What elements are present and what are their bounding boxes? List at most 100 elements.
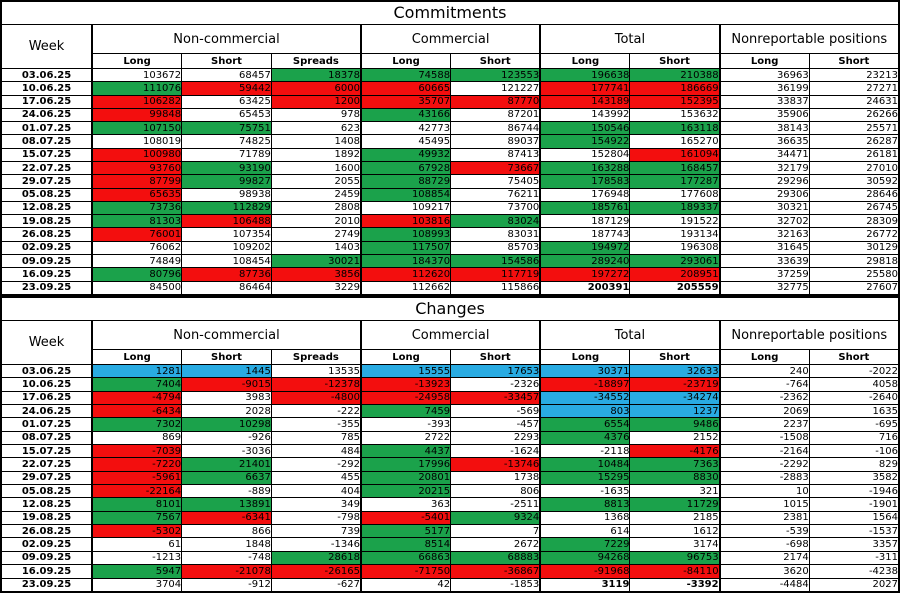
- table-row: 05.08.25 -22164 -889 404 20215 806 -1635 321 10-…: [0, 484, 900, 499]
- table-row: 16.09.25 5947 -21078 -26165 -71750 -36867 -919…: [0, 564, 900, 579]
- value-cell: 28646: [808, 187, 900, 202]
- value-cell: 80796: [91, 267, 183, 282]
- value-cell: 32179: [718, 160, 810, 176]
- value-cell: 74588: [359, 67, 452, 83]
- value-cell: -71750: [359, 564, 452, 579]
- value-cell: 73667: [450, 160, 541, 176]
- value-cell: 43166: [359, 107, 452, 123]
- value-cell: -36867: [450, 564, 541, 579]
- value-cell: 2055: [270, 174, 362, 189]
- value-cell: 404: [270, 484, 362, 499]
- value-cell: 7302: [91, 417, 183, 432]
- value-cell: 65453: [181, 107, 272, 123]
- value-cell: 189337: [629, 200, 721, 216]
- value-cell: 1738: [450, 470, 541, 486]
- value-cell: 1281: [91, 363, 183, 379]
- value-cell: 30321: [718, 200, 810, 216]
- table-row: 23.09.25 3704 -912 -627 42 -1853 3119 -3392 -448…: [0, 577, 900, 593]
- table-row: 03.06.25 103672 68457 18378 74588 123553 19663…: [0, 67, 900, 83]
- value-cell: -1346: [270, 537, 362, 552]
- value-cell: -12378: [270, 377, 362, 392]
- value-cell: 60665: [359, 81, 452, 96]
- value-cell: 26745: [808, 200, 900, 216]
- value-cell: -1635: [539, 484, 631, 499]
- value-cell: 71789: [181, 147, 272, 162]
- value-cell: 7459: [359, 404, 452, 419]
- value-cell: -3392: [629, 577, 721, 593]
- table-row: 24.06.25 99848 65453 978 43166 87201 143992 153…: [0, 107, 900, 123]
- value-cell: 17653: [450, 363, 541, 379]
- value-cell: 163118: [629, 121, 721, 136]
- value-cell: 6554: [539, 417, 631, 432]
- value-cell: 4376: [539, 430, 631, 446]
- value-cell: 2237: [718, 417, 810, 432]
- table-row: 22.07.25 93760 93190 1600 67928 73667 163288 16…: [0, 160, 900, 176]
- table-row: 01.07.25 7302 10298 -355 -393 -457 6554 9486 223…: [0, 417, 900, 432]
- value-cell: -4794: [91, 390, 183, 406]
- value-cell: 177287: [629, 174, 721, 189]
- value-cell: 42773: [359, 121, 452, 136]
- value-cell: 1015: [718, 497, 810, 512]
- table-row: 03.06.25 1281 1445 13535 15555 17653 30371 3263…: [0, 363, 900, 379]
- week-cell: 15.07.25: [0, 444, 93, 459]
- value-cell: 7567: [91, 510, 183, 526]
- value-cell: -1508: [718, 430, 810, 446]
- value-cell: 98938: [181, 187, 272, 202]
- value-cell: 152804: [539, 147, 631, 162]
- value-cell: -1624: [450, 444, 541, 459]
- value-cell: 30371: [539, 363, 631, 379]
- value-cell: 35906: [718, 107, 810, 123]
- table-row: 26.08.25 -5302 866 739 5177 7 614 1612 -539 -1537: [0, 524, 900, 539]
- value-cell: 6000: [270, 81, 362, 96]
- week-cell: 03.06.25: [0, 67, 93, 83]
- value-cell: 178583: [539, 174, 631, 189]
- column-header: Short: [629, 349, 721, 365]
- value-cell: 196638: [539, 67, 631, 83]
- table-row: 08.07.25 869 -926 785 2722 2293 4376 2152 -1508 7…: [0, 430, 900, 446]
- group-header-non-commercial: Non-commercial: [91, 24, 362, 54]
- group-header-non-commercial: Non-commercial: [91, 320, 362, 350]
- value-cell: 208951: [629, 267, 721, 282]
- week-cell: 08.07.25: [0, 134, 93, 149]
- table-row: 19.08.25 7567 -6341 -798 -5401 9324 1368 2185 23…: [0, 510, 900, 526]
- value-cell: 3704: [91, 577, 183, 593]
- value-cell: 5947: [91, 564, 183, 579]
- week-cell: 12.08.25: [0, 200, 93, 216]
- value-cell: 123553: [450, 67, 541, 83]
- value-cell: -24958: [359, 390, 452, 406]
- value-cell: 154922: [539, 134, 631, 149]
- value-cell: 10484: [539, 457, 631, 472]
- value-cell: -22164: [91, 484, 183, 499]
- table-row: 23.09.25 84500 86464 3229 112662 115866 200391…: [0, 280, 900, 296]
- value-cell: 194972: [539, 240, 631, 255]
- week-cell: 15.07.25: [0, 147, 93, 162]
- value-cell: 8830: [629, 470, 721, 486]
- value-cell: 85703: [450, 240, 541, 255]
- column-header: Spreads: [270, 53, 362, 69]
- value-cell: 68883: [450, 550, 541, 566]
- value-cell: 1403: [270, 240, 362, 255]
- column-header: Long: [91, 349, 183, 365]
- value-cell: 184370: [359, 253, 452, 269]
- value-cell: -4800: [270, 390, 362, 406]
- table-row: 12.08.25 73736 112829 2808 109217 73700 185761…: [0, 200, 900, 216]
- value-cell: 3174: [629, 537, 721, 552]
- table-row: 16.09.25 80796 87736 3856 112620 117719 197272…: [0, 267, 900, 282]
- value-cell: 150546: [539, 121, 631, 136]
- value-cell: 73736: [91, 200, 183, 216]
- value-cell: 2672: [450, 537, 541, 552]
- value-cell: 32775: [718, 280, 810, 296]
- value-cell: -4484: [718, 577, 810, 593]
- value-cell: 163288: [539, 160, 631, 176]
- value-cell: -4176: [629, 444, 721, 459]
- value-cell: 8101: [91, 497, 183, 512]
- value-cell: 83024: [450, 214, 541, 229]
- value-cell: 81303: [91, 214, 183, 229]
- value-cell: 3620: [718, 564, 810, 579]
- value-cell: -457: [450, 417, 541, 432]
- week-cell: 05.08.25: [0, 484, 93, 499]
- value-cell: 321: [629, 484, 721, 499]
- week-cell: 08.07.25: [0, 430, 93, 446]
- week-cell: 24.06.25: [0, 404, 93, 419]
- week-cell: 10.06.25: [0, 377, 93, 392]
